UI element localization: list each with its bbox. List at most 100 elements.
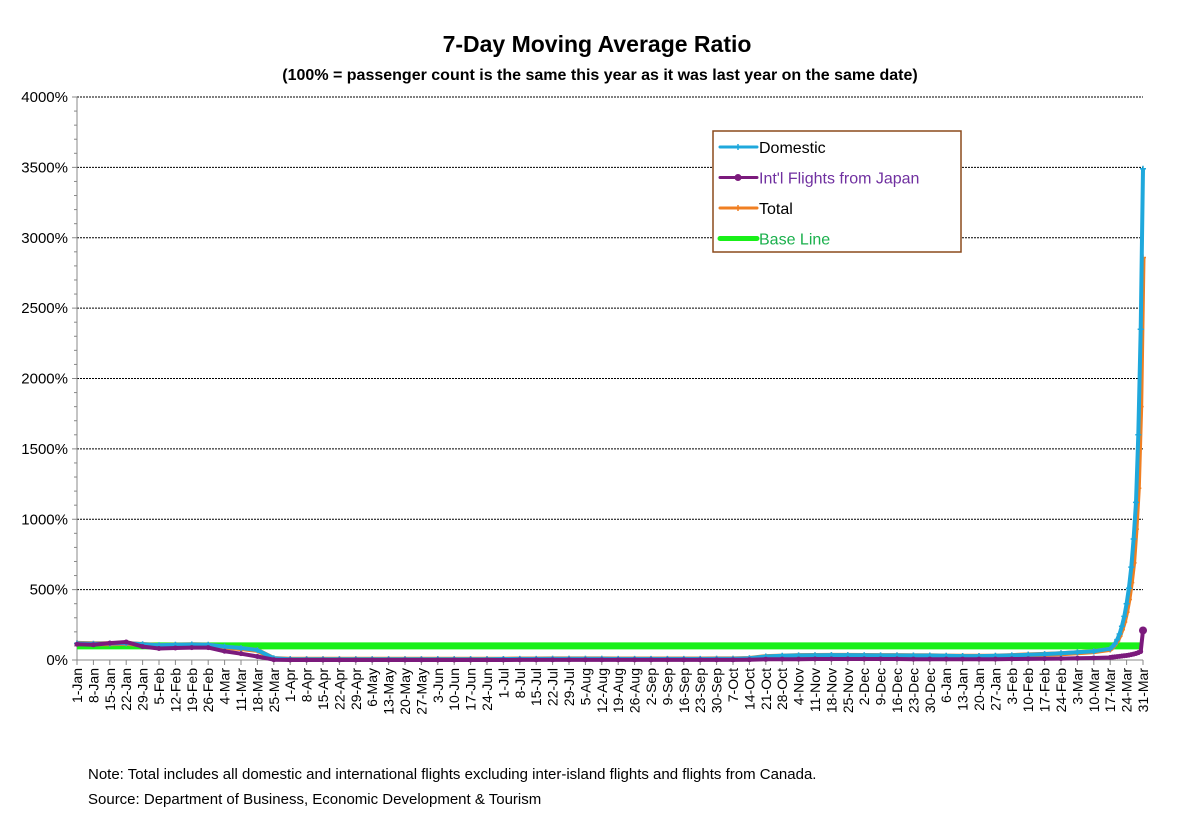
x-tick-label: 15-Jul	[528, 668, 544, 706]
data-point	[484, 657, 490, 663]
data-point	[271, 657, 277, 663]
data-point	[156, 645, 162, 651]
series-total	[74, 254, 1146, 663]
x-tick-label: 9-Sep	[659, 668, 675, 706]
x-tick-label: 16-Sep	[676, 668, 692, 713]
data-point	[648, 657, 654, 663]
data-point	[1138, 649, 1144, 655]
data-point	[304, 657, 310, 663]
data-point	[1058, 656, 1064, 662]
x-tick-label: 18-Mar	[249, 668, 265, 713]
x-tick-label: 11-Mar	[233, 668, 249, 712]
x-tick-label: 21-Oct	[758, 668, 774, 710]
data-point	[845, 656, 851, 662]
x-tick-label: 6-May	[364, 668, 380, 707]
data-point	[386, 657, 392, 663]
x-tick-label: 26-Aug	[627, 668, 643, 713]
x-tick-label: 25-Nov	[840, 668, 856, 713]
data-point	[517, 657, 523, 663]
legend-item: Int'l Flights from Japan	[718, 171, 919, 188]
series-line	[76, 168, 1145, 662]
data-point	[74, 641, 80, 647]
data-point	[1140, 165, 1146, 172]
x-tick-label: 15-Jan	[102, 668, 118, 711]
x-tick-label: 30-Dec	[922, 668, 938, 713]
x-tick-label: 3-Feb	[1004, 668, 1020, 705]
legend-item: Base Line	[717, 232, 830, 249]
data-point	[943, 656, 949, 662]
y-tick-label: 1500%	[21, 441, 68, 458]
data-point	[336, 657, 342, 663]
legend-label: Domestic	[759, 140, 826, 157]
legend-marker	[734, 174, 742, 181]
x-tick-label: 13-May	[381, 668, 397, 715]
data-point	[828, 656, 834, 662]
y-tick-label: 3000%	[21, 230, 68, 247]
data-point	[1132, 499, 1139, 506]
x-tick-label: 6-Jan	[938, 668, 954, 703]
x-tick-label: 16-Dec	[889, 668, 905, 713]
data-point	[254, 653, 260, 659]
data-point	[451, 657, 457, 663]
x-tick-label: 10-Feb	[1020, 668, 1036, 713]
x-tick-label: 9-Dec	[873, 668, 889, 705]
x-tick-label: 24-Mar	[1119, 668, 1135, 713]
x-tick-label: 24-Jun	[479, 668, 495, 711]
x-tick-label: 23-Dec	[905, 668, 921, 713]
chart-title: 7-Day Moving Average Ratio	[443, 31, 752, 57]
x-tick-label: 7-Oct	[725, 668, 741, 702]
data-point	[664, 657, 670, 663]
x-tick-label: 10-Jun	[446, 668, 462, 711]
x-tick-label: 8-Jan	[85, 668, 101, 703]
data-point	[221, 643, 228, 650]
data-point	[1041, 651, 1048, 658]
data-point	[796, 656, 802, 662]
data-point	[1090, 648, 1097, 655]
x-tick-label: 5-Aug	[577, 668, 593, 705]
x-tick-label: 2-Dec	[856, 668, 872, 705]
data-point	[238, 651, 244, 657]
data-point	[1025, 656, 1031, 662]
data-point	[1091, 655, 1097, 661]
x-tick-label: 22-Jan	[118, 668, 134, 711]
legend-label: Int'l Flights from Japan	[759, 171, 919, 188]
chart-subtitle: (100% = passenger count is the same this…	[282, 67, 917, 84]
data-point	[779, 656, 785, 662]
data-point	[369, 657, 375, 663]
x-tick-label: 5-Feb	[151, 668, 167, 705]
series-group	[74, 165, 1147, 663]
x-tick-label: 3-Jun	[430, 668, 446, 703]
data-point	[550, 657, 556, 663]
data-point	[140, 644, 146, 650]
x-tick-label: 22-Apr	[331, 668, 347, 710]
data-point	[746, 657, 752, 663]
source-note: Source: Department of Business, Economic…	[88, 791, 542, 808]
x-tick-label: 23-Sep	[692, 668, 708, 713]
series-line	[76, 257, 1146, 662]
x-tick-label: 17-Jun	[463, 668, 479, 711]
y-tick-label: 2500%	[21, 300, 68, 317]
data-point	[1116, 630, 1123, 637]
y-tick-label: 1000%	[21, 511, 68, 528]
data-point	[500, 657, 506, 663]
x-tick-label: 25-Mar	[266, 668, 282, 713]
data-point	[1128, 564, 1135, 571]
x-tick-label: 26-Feb	[200, 668, 216, 713]
data-point	[681, 657, 687, 663]
data-point	[320, 657, 326, 663]
data-point	[1137, 326, 1144, 333]
data-point	[566, 657, 572, 663]
data-point	[205, 645, 211, 651]
x-tick-label: 4-Mar	[217, 668, 233, 705]
x-tick-label: 19-Aug	[610, 668, 626, 713]
x-tick-label: 1-Apr	[282, 668, 298, 703]
x-tick-label: 29-Jul	[561, 668, 577, 706]
data-point	[1139, 626, 1147, 635]
data-point	[402, 657, 408, 663]
data-point	[910, 656, 916, 662]
data-point	[1074, 649, 1081, 656]
series-int-l-flights-from-japan	[74, 626, 1147, 663]
y-tick-label: 3500%	[21, 159, 68, 176]
x-tick-label: 29-Apr	[348, 668, 364, 710]
